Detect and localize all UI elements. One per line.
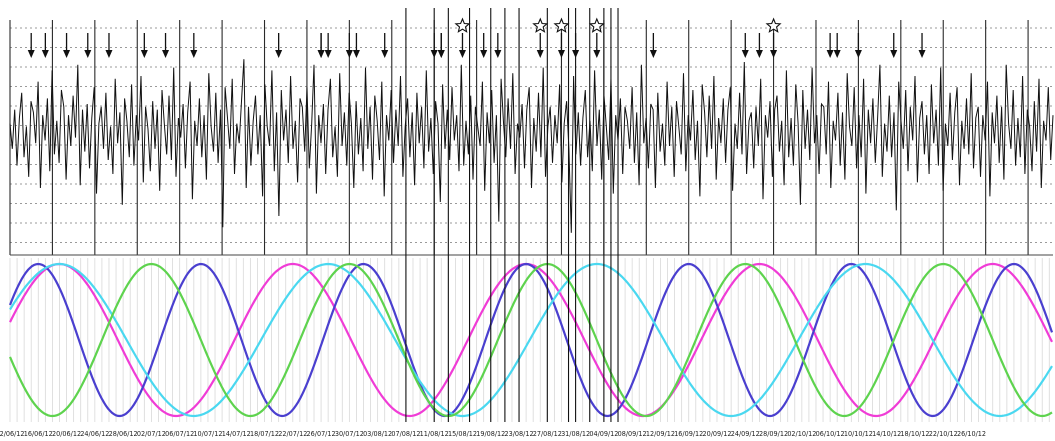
- x-tick-label: 14/10/12: [872, 429, 901, 438]
- event-arrow-marker: [324, 33, 332, 58]
- event-arrow-marker: [381, 33, 389, 58]
- x-tick-label: 12/06/12: [0, 429, 25, 438]
- x-tick-label: 30/07/12: [335, 429, 364, 438]
- x-tick-label: 26/07/12: [307, 429, 336, 438]
- x-tick-label: 26/10/12: [957, 429, 986, 438]
- event-arrow-marker: [649, 33, 657, 58]
- x-tick-label: 23/08/12: [505, 429, 534, 438]
- x-tick-label: 16/09/12: [674, 429, 703, 438]
- x-tick-label: 10/07/12: [193, 429, 222, 438]
- x-tick-label: 03/08/12: [363, 429, 392, 438]
- event-arrow-marker: [275, 33, 283, 58]
- x-tick-label: 15/08/12: [448, 429, 477, 438]
- event-arrow-marker: [84, 33, 92, 58]
- event-lines: [405, 8, 619, 422]
- event-arrow-marker: [480, 33, 488, 58]
- x-tick-label: 24/06/12: [80, 429, 109, 438]
- bottom-panel-curves: [8, 262, 1054, 418]
- x-tick-label: 10/10/12: [844, 429, 873, 438]
- event-arrow-marker: [755, 33, 763, 58]
- event-arrow-marker: [854, 33, 862, 58]
- cycle-curve: [8, 262, 1054, 418]
- event-arrow-marker: [918, 33, 926, 58]
- event-star-marker: [532, 17, 549, 58]
- event-star-marker: [553, 17, 570, 58]
- x-tick-label: 22/07/12: [278, 429, 307, 438]
- event-arrow-marker: [345, 33, 353, 58]
- x-tick-label: 12/09/12: [646, 429, 675, 438]
- x-tick-label: 02/07/12: [137, 429, 166, 438]
- x-tick-label: 28/09/12: [759, 429, 788, 438]
- x-tick-label: 16/06/12: [24, 429, 53, 438]
- x-tick-label: 22/10/12: [929, 429, 958, 438]
- x-tick-label: 20/06/12: [52, 429, 81, 438]
- event-arrow-marker: [105, 33, 113, 58]
- event-star-marker: [588, 17, 605, 58]
- event-arrow-marker: [437, 33, 445, 58]
- x-tick-label: 06/07/12: [165, 429, 194, 438]
- x-tick-label: 06/10/12: [816, 429, 845, 438]
- x-tick-label: 11/08/12: [420, 429, 449, 438]
- event-arrow-marker: [190, 33, 198, 58]
- event-arrow-marker: [494, 33, 502, 58]
- event-arrow-marker: [63, 33, 71, 58]
- x-axis-tick-labels: 12/06/1216/06/1220/06/1224/06/1228/06/12…: [0, 429, 986, 438]
- event-arrow-marker: [27, 33, 35, 58]
- signal-line: [9, 59, 1054, 233]
- event-arrow-marker: [890, 33, 898, 58]
- event-arrow-marker: [833, 33, 841, 58]
- x-tick-label: 24/09/12: [731, 429, 760, 438]
- event-star-marker: [454, 17, 471, 58]
- x-tick-label: 19/08/12: [476, 429, 505, 438]
- x-tick-label: 08/09/12: [618, 429, 647, 438]
- event-arrow-marker: [741, 33, 749, 58]
- x-tick-label: 14/07/12: [222, 429, 251, 438]
- event-arrow-marker: [352, 33, 360, 58]
- event-arrow-marker: [41, 33, 49, 58]
- cycle-curve: [8, 262, 1053, 418]
- cycle-curve: [9, 262, 1053, 418]
- x-tick-label: 27/08/12: [533, 429, 562, 438]
- x-tick-label: 02/10/12: [787, 429, 816, 438]
- x-tick-label: 04/09/12: [589, 429, 618, 438]
- event-arrow-marker: [826, 33, 834, 58]
- event-star-marker: [765, 17, 782, 58]
- x-tick-label: 28/06/12: [109, 429, 138, 438]
- x-tick-label: 31/08/12: [561, 429, 590, 438]
- top-panel-signal: [9, 59, 1054, 233]
- x-tick-label: 20/09/12: [702, 429, 731, 438]
- x-tick-label: 07/08/12: [391, 429, 420, 438]
- cycle-curve: [9, 262, 1053, 418]
- event-arrow-marker: [162, 33, 170, 58]
- x-tick-label: 18/10/12: [900, 429, 929, 438]
- x-tick-label: 18/07/12: [250, 429, 279, 438]
- event-arrow-marker: [140, 33, 148, 58]
- event-arrow-marker: [317, 33, 325, 58]
